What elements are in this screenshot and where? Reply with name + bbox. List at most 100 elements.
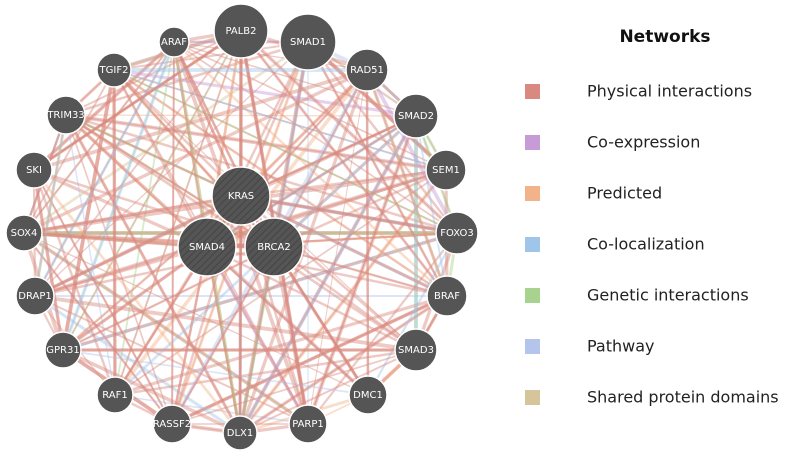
edge <box>240 194 448 298</box>
edge <box>32 169 242 434</box>
gene-node[interactable] <box>96 376 134 414</box>
edge <box>206 246 369 396</box>
edge <box>113 69 447 171</box>
edge <box>62 348 241 435</box>
edge <box>173 41 368 71</box>
gene-node[interactable] <box>15 276 55 316</box>
edge <box>61 69 116 351</box>
edge <box>65 30 242 116</box>
edge <box>34 114 67 297</box>
legend-swatch <box>525 339 540 354</box>
edge <box>173 41 448 297</box>
gene-node[interactable] <box>96 52 132 88</box>
gene-node[interactable] <box>222 415 258 451</box>
gene-node[interactable] <box>211 166 271 226</box>
edge <box>239 295 448 434</box>
gene-node[interactable] <box>152 404 192 444</box>
edge <box>34 168 447 298</box>
edge <box>173 41 458 234</box>
edge <box>114 169 447 396</box>
legend: Networks Physical interactions Co-express… <box>525 27 779 407</box>
edge <box>62 245 275 352</box>
gene-node[interactable] <box>393 93 439 139</box>
edge <box>33 168 275 249</box>
legend-label: Pathway <box>587 337 655 356</box>
edge <box>239 195 242 434</box>
legend-swatch <box>525 390 540 405</box>
gene-node[interactable] <box>435 211 479 255</box>
edge <box>23 41 175 234</box>
edge <box>365 69 370 396</box>
edge <box>171 41 309 425</box>
edge <box>65 114 173 425</box>
edge <box>307 41 447 171</box>
edge <box>61 41 176 351</box>
edge <box>240 194 448 298</box>
gene-node[interactable] <box>44 331 82 369</box>
edge <box>65 113 447 172</box>
edge <box>205 246 242 434</box>
edge <box>171 295 448 425</box>
gene-label: ARAF <box>161 37 187 48</box>
gene-node[interactable] <box>15 151 53 189</box>
gene-label: PALB2 <box>225 26 256 37</box>
edge <box>23 40 309 235</box>
gene-node[interactable] <box>426 275 468 317</box>
edge <box>65 114 241 434</box>
edge <box>23 68 368 235</box>
edge <box>65 114 208 248</box>
edge <box>113 69 242 197</box>
gene-node[interactable] <box>177 217 237 277</box>
gene-node[interactable] <box>279 13 337 71</box>
edge <box>273 168 447 249</box>
edge <box>205 246 310 425</box>
edge <box>65 113 417 352</box>
edge <box>273 245 448 298</box>
edge <box>113 69 116 396</box>
edge <box>33 169 173 425</box>
edge <box>171 349 417 425</box>
legend-swatch <box>525 84 540 99</box>
gene-label: DLX1 <box>227 428 253 439</box>
gene-node[interactable] <box>213 3 269 59</box>
edge <box>205 246 310 425</box>
gene-node[interactable] <box>425 149 467 191</box>
edge <box>365 69 370 396</box>
legend-title: Networks <box>619 27 710 47</box>
legend-label: Physical interactions <box>587 82 752 101</box>
edge <box>170 246 209 425</box>
edge <box>23 194 242 235</box>
edge <box>32 169 117 396</box>
edge <box>34 169 447 297</box>
edge <box>32 169 65 351</box>
gene-node[interactable] <box>288 404 328 444</box>
edge <box>239 294 448 435</box>
gene-node[interactable] <box>394 328 438 372</box>
edge <box>240 114 417 198</box>
edge <box>62 246 275 351</box>
edge <box>113 69 458 234</box>
gene-node[interactable] <box>348 375 388 415</box>
edge <box>114 30 242 396</box>
edge <box>239 349 417 434</box>
edge <box>307 41 448 297</box>
edge <box>23 232 369 396</box>
edge <box>171 294 448 426</box>
gene-node[interactable] <box>5 214 43 252</box>
gene-label: SMAD4 <box>189 242 225 253</box>
gene-node[interactable] <box>46 95 86 135</box>
gene-node[interactable] <box>244 217 304 277</box>
edge <box>239 115 417 434</box>
edge <box>62 30 242 351</box>
gene-label: SMAD2 <box>398 111 434 122</box>
edge <box>240 168 447 198</box>
gene-label: FOXO3 <box>440 228 473 239</box>
edge <box>34 41 309 297</box>
edge <box>34 295 309 425</box>
gene-node[interactable] <box>345 48 389 92</box>
gene-label: SEM1 <box>432 165 460 176</box>
gene-node[interactable] <box>158 26 190 58</box>
edge <box>32 169 65 351</box>
